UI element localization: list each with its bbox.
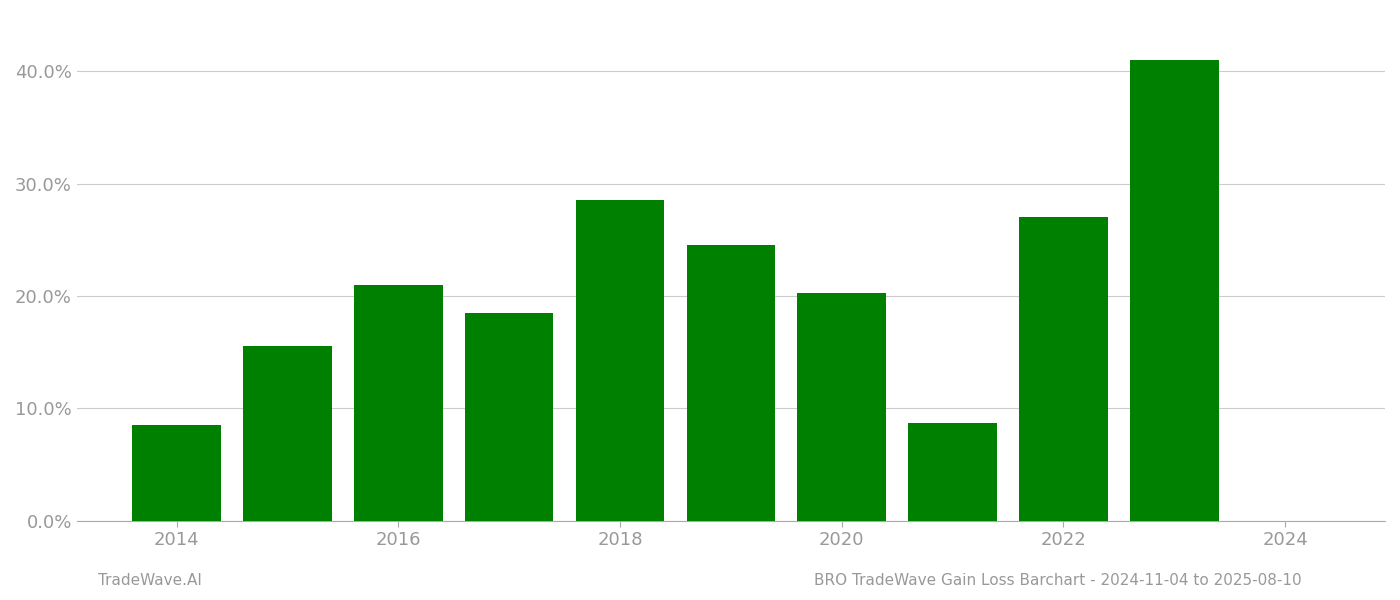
Bar: [465, 313, 553, 521]
Bar: [132, 425, 221, 521]
Bar: [1019, 217, 1107, 521]
Bar: [575, 200, 665, 521]
Text: TradeWave.AI: TradeWave.AI: [98, 573, 202, 588]
Bar: [354, 284, 442, 521]
Bar: [909, 423, 997, 521]
Bar: [686, 245, 776, 521]
Bar: [1130, 60, 1218, 521]
Text: BRO TradeWave Gain Loss Barchart - 2024-11-04 to 2025-08-10: BRO TradeWave Gain Loss Barchart - 2024-…: [815, 573, 1302, 588]
Bar: [798, 293, 886, 521]
Bar: [244, 346, 332, 521]
